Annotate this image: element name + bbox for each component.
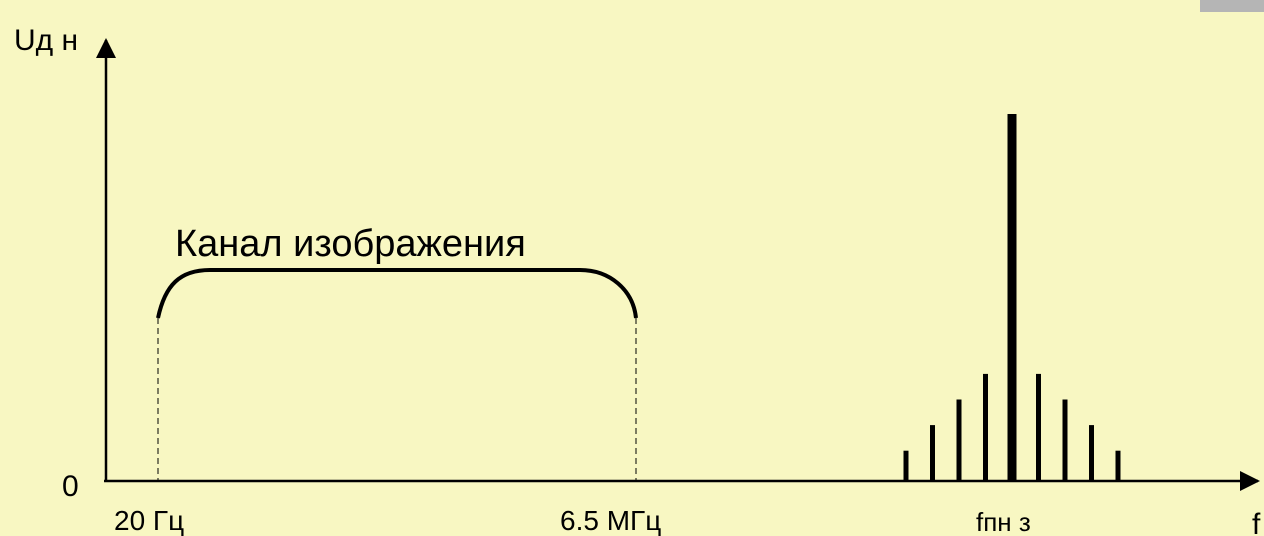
channel-bracket (156, 268, 638, 319)
origin-label: 0 (62, 470, 79, 503)
carrier-label: fпн з (976, 507, 1031, 536)
freq-low-label: 20 Гц (114, 505, 184, 536)
sideband-line (1062, 399, 1068, 480)
sideband-line (1115, 450, 1121, 480)
sideband-line (1036, 373, 1041, 480)
channel-label: Канал изображения (175, 223, 526, 265)
sideband-line (1089, 425, 1094, 480)
freq-high-label: 6.5 МГц (560, 505, 661, 536)
sideband-line (903, 450, 909, 480)
carrier-line (1007, 114, 1017, 480)
corner-tab (1200, 0, 1264, 12)
sideband-line (983, 373, 988, 480)
sideband-line (956, 399, 962, 480)
spectral-lines (903, 114, 1121, 480)
y-axis-label: Uд н (14, 24, 78, 57)
sideband-line (930, 425, 935, 480)
x-axis-label: f (1252, 508, 1261, 536)
